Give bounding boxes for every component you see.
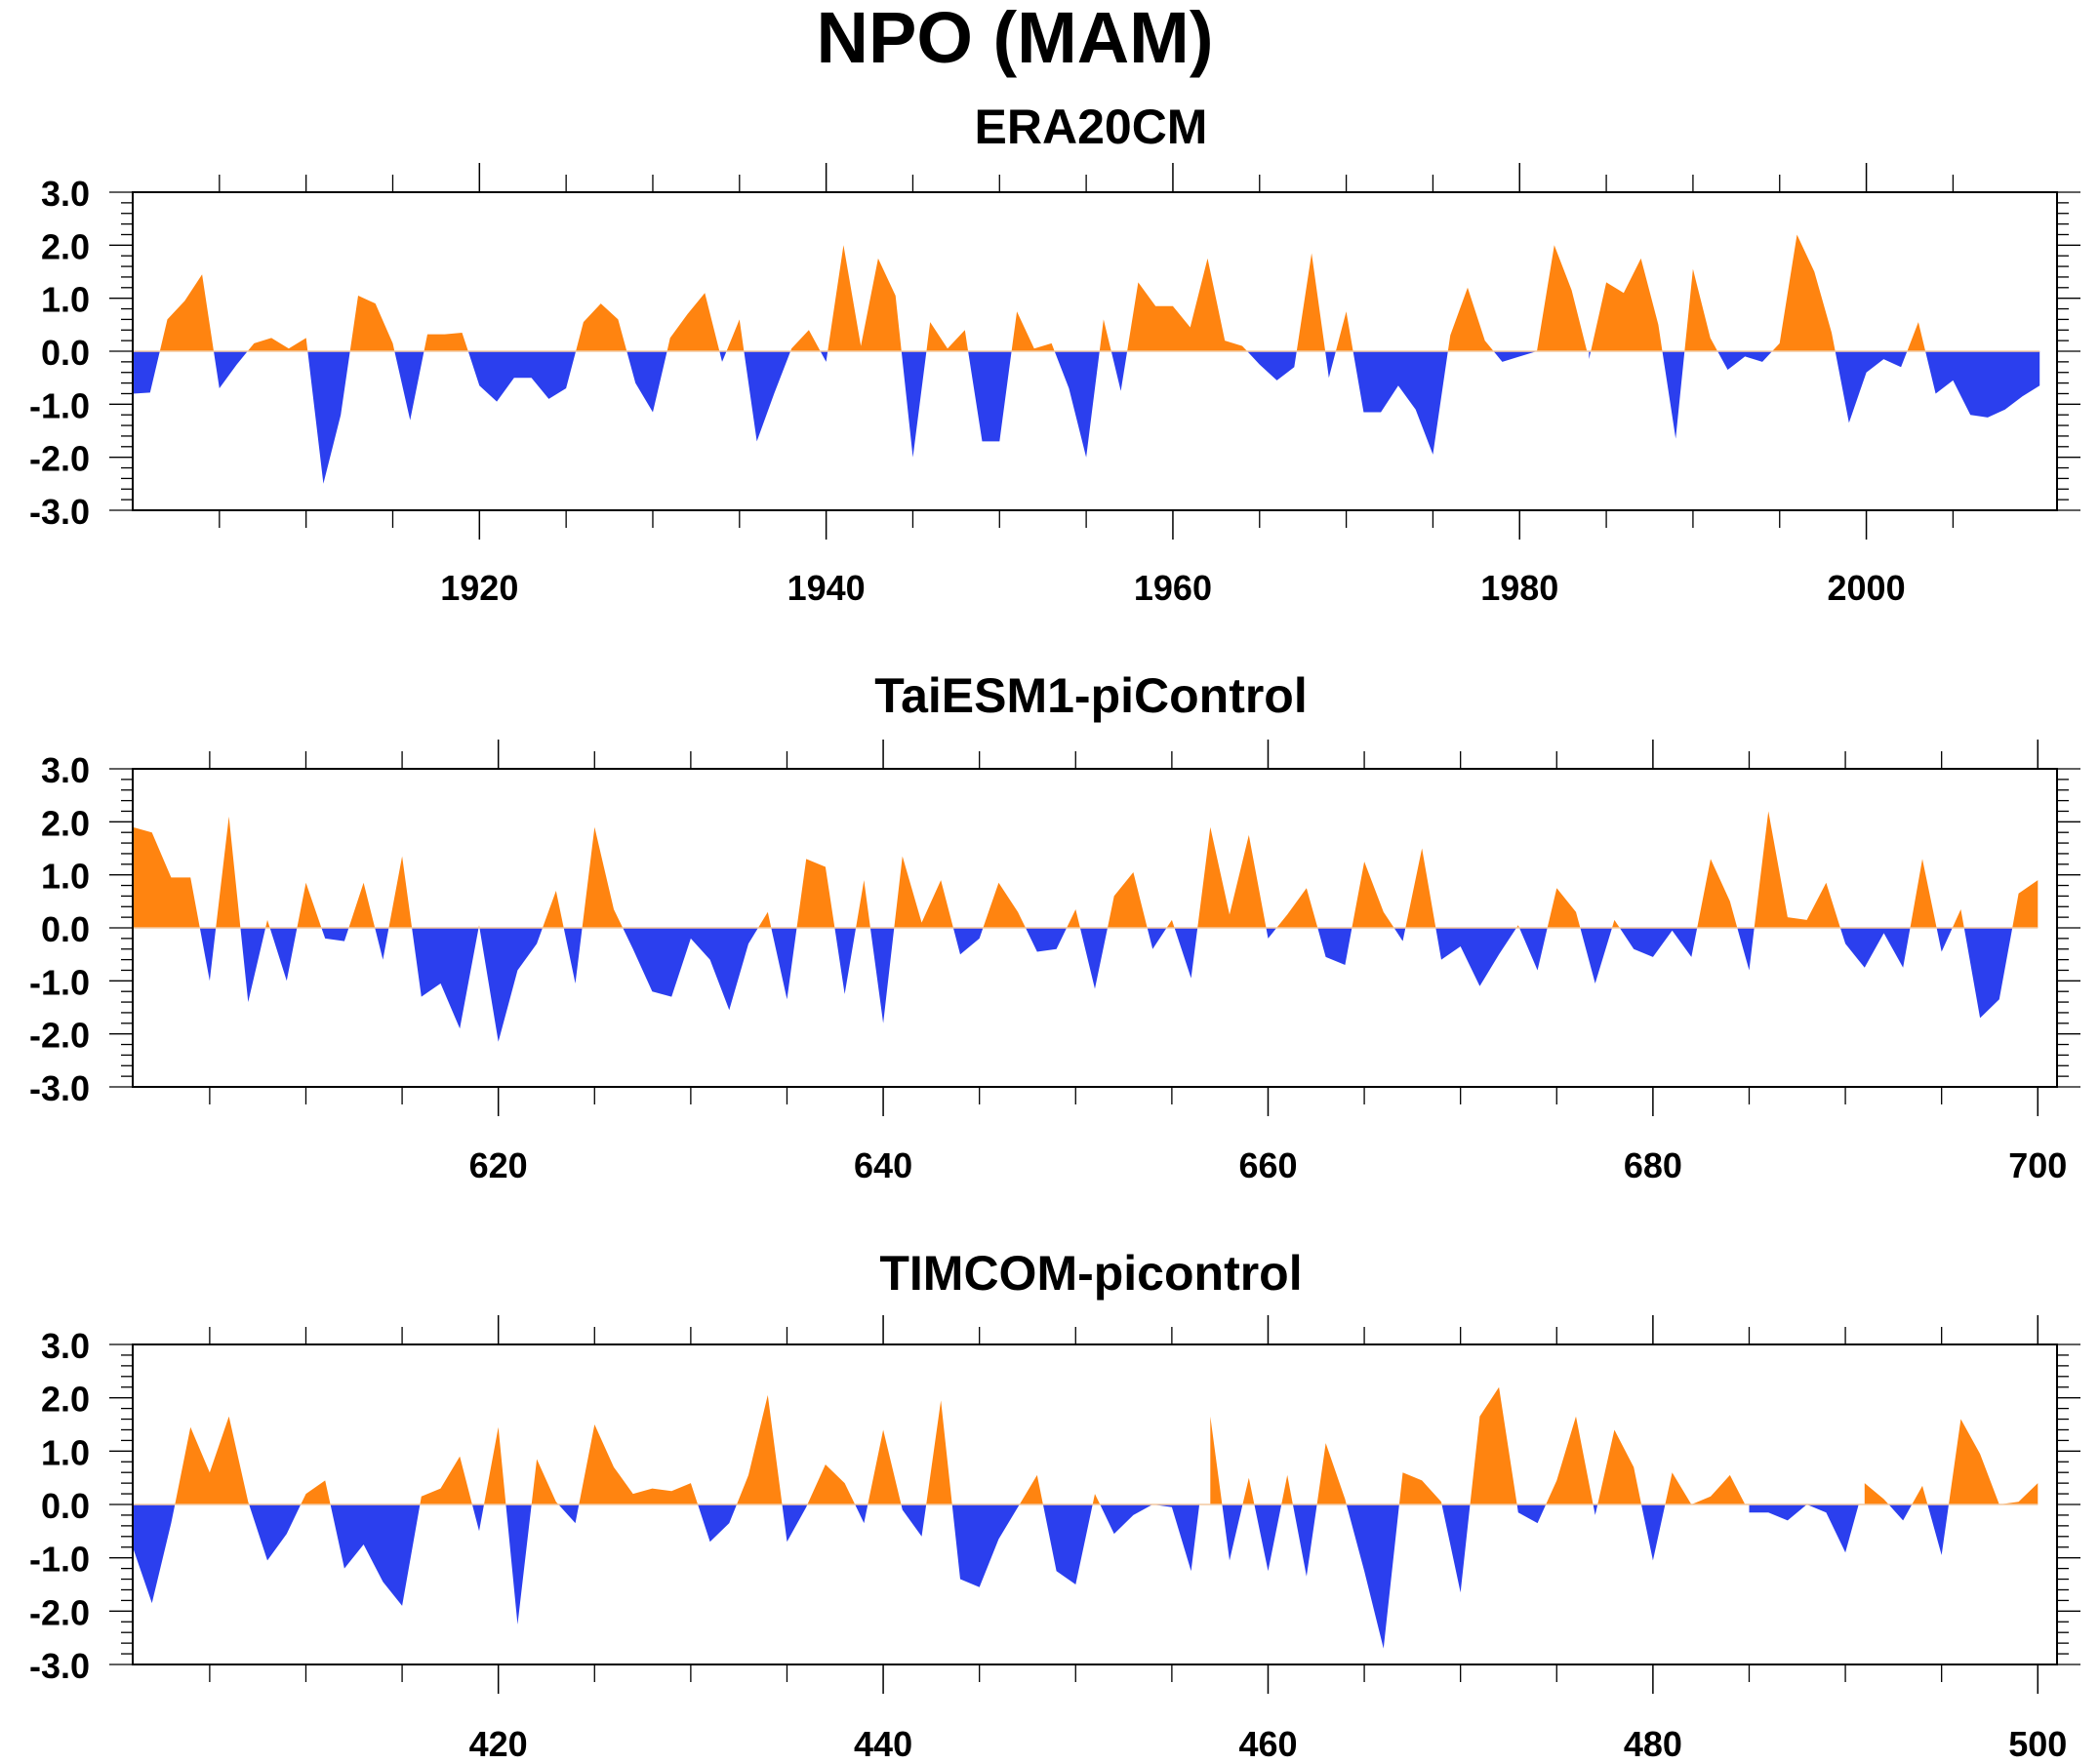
x-tick-label: 1920 [440, 568, 518, 608]
y-tick-label: 3.0 [41, 174, 90, 214]
panel-2: TaiESM1-piControl 3.0 2.0 1.0 0.0 -1.0 -2.0 -3.… [29, 668, 2080, 1185]
y-tick-label: 0.0 [41, 333, 90, 373]
y-tick-label: 0.0 [41, 1486, 90, 1526]
y-tick-label: 1.0 [41, 857, 90, 897]
negative-fill [133, 351, 2040, 484]
x-tick-label: 640 [854, 1145, 912, 1185]
y-tick-label: -2.0 [29, 1592, 90, 1632]
y-tick-label: -1.0 [29, 385, 90, 425]
panel-1: ERA20CM 3.0 2.0 1.0 0.0 -1.0 -2.0 -3.0 1920 1940 1… [29, 100, 2080, 608]
positive-fill [133, 811, 2038, 928]
y-tick-label: 0.0 [41, 909, 90, 949]
x-tick-label: 2000 [1828, 568, 1906, 608]
x-tick-label: 460 [1238, 1724, 1297, 1764]
y-tick-label: -3.0 [29, 1068, 90, 1108]
x-tick-label: 700 [2008, 1145, 2067, 1185]
panel-3: TIMCOM-picontrol 3.0 2.0 1.0 0.0 -1.0 -2.0 -3.0… [29, 1246, 2080, 1764]
x-tick-label: 1980 [1480, 568, 1558, 608]
y-tick-label: 2.0 [41, 226, 90, 266]
x-tick-label: 420 [469, 1724, 528, 1764]
panel-title: ERA20CM [975, 100, 1208, 154]
y-tick-label: 2.0 [41, 1380, 90, 1420]
x-tick-label: 1940 [787, 568, 866, 608]
y-tick-label: 3.0 [41, 750, 90, 790]
negative-fill [133, 1504, 2038, 1649]
x-tick-label: 1960 [1134, 568, 1212, 608]
positive-fill [159, 234, 1926, 351]
x-tick-label: 440 [854, 1724, 912, 1764]
x-tick-label: 620 [469, 1145, 528, 1185]
x-tick-label: 660 [1238, 1145, 1297, 1185]
figure-title: NPO (MAM) [817, 0, 1214, 78]
y-tick-label: -1.0 [29, 1540, 90, 1580]
negative-fill [199, 928, 2013, 1042]
y-tick-label: 3.0 [41, 1326, 90, 1366]
y-tick-label: 1.0 [41, 1432, 90, 1472]
x-tick-label: 680 [1624, 1145, 1682, 1185]
y-tick-label: -3.0 [29, 492, 90, 532]
y-tick-label: -1.0 [29, 962, 90, 1002]
x-tick-label: 500 [2008, 1724, 2067, 1764]
panel-title: TIMCOM-picontrol [879, 1246, 1302, 1301]
y-tick-label: 2.0 [41, 803, 90, 843]
positive-fill [175, 1386, 2038, 1504]
y-tick-label: -2.0 [29, 439, 90, 479]
x-tick-label: 480 [1624, 1724, 1682, 1764]
y-tick-label: 1.0 [41, 280, 90, 320]
panel-title: TaiESM1-piControl [874, 668, 1308, 723]
y-tick-label: -2.0 [29, 1016, 90, 1056]
y-tick-label: -3.0 [29, 1646, 90, 1686]
